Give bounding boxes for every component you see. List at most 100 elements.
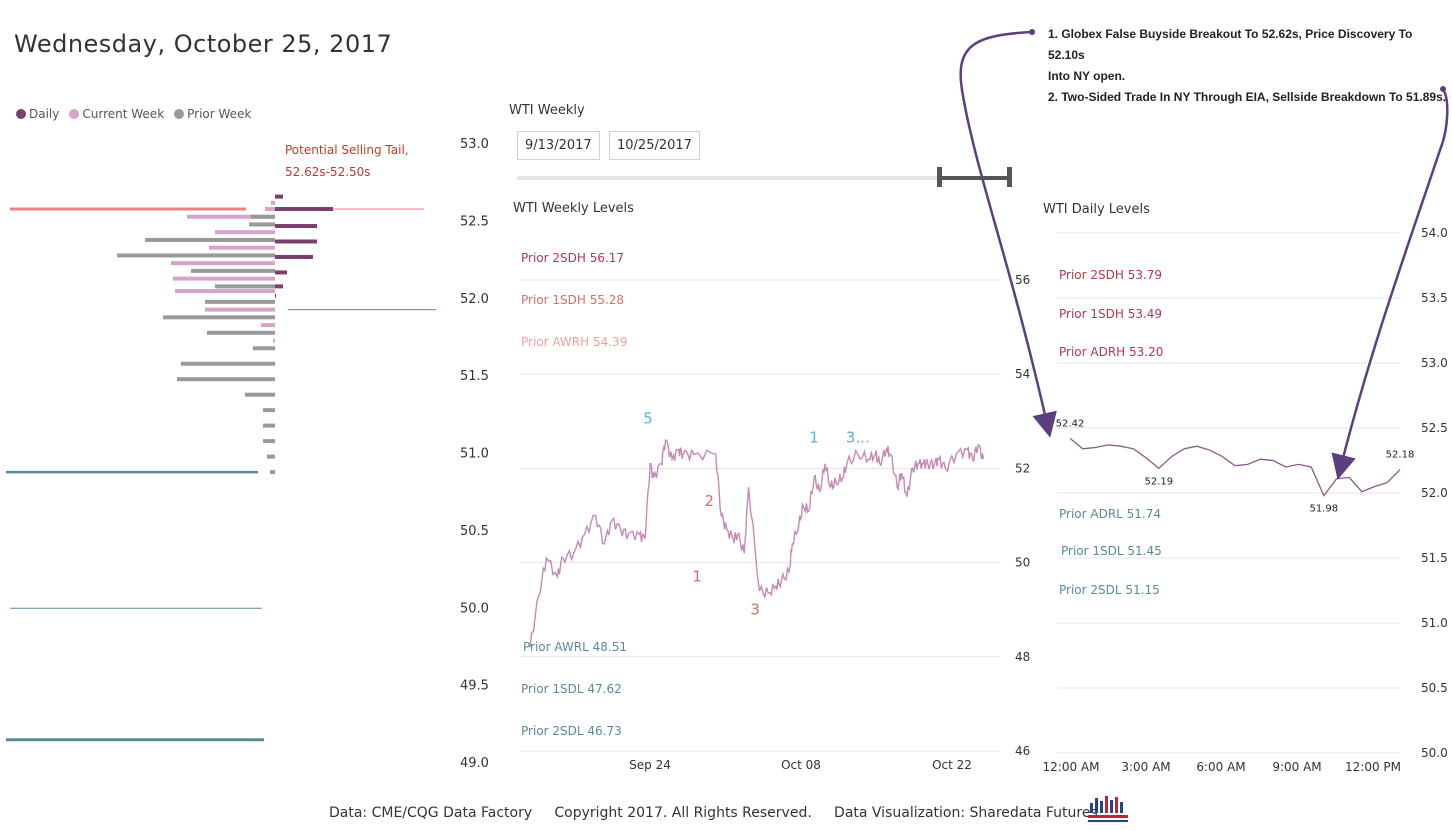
profile-bar-prior-week — [270, 470, 275, 475]
profile-bar-prior-week — [263, 439, 275, 444]
profile-bar-prior-week — [117, 253, 275, 258]
profile-bar-prior-week — [245, 392, 275, 397]
arrow-note-1-start — [1029, 29, 1035, 35]
weekly-levels-title: WTI Weekly Levels — [513, 201, 634, 216]
daily-y-tick: 51.5 — [1421, 551, 1448, 565]
profile-bar-current-week — [215, 230, 275, 235]
profile-bar-current-week — [265, 206, 275, 211]
profile-tick-label: 52.5 — [460, 214, 489, 229]
profile-bar-daily — [275, 224, 317, 229]
profile-bar-current-week — [187, 214, 275, 219]
legend-item-current-week[interactable]: Current Week — [69, 107, 164, 121]
profile-bar-prior-week — [215, 284, 275, 289]
daily-level-2sdl: Prior 2SDL 51.15 — [1059, 583, 1160, 597]
daily-y-tick: 52.5 — [1421, 421, 1448, 435]
date-slider-handle-end[interactable] — [1007, 167, 1012, 187]
legend-label-daily: Daily — [29, 107, 60, 121]
profile-bar-prior-week — [163, 315, 275, 320]
daily-level-2sdh: Prior 2SDH 53.79 — [1059, 268, 1163, 282]
weekly-price-line — [529, 439, 985, 648]
daily-point-label: 52.19 — [1145, 476, 1174, 487]
weekly-x-tick: Oct 08 — [781, 758, 821, 772]
daily-price-line — [1069, 437, 1401, 497]
legend: Daily Current Week Prior Week — [16, 107, 251, 121]
weekly-level-awrl: Prior AWRL 48.51 — [523, 640, 627, 654]
daily-level-adrh: Prior ADRH 53.20 — [1059, 345, 1164, 359]
date-slider-handle-start[interactable] — [937, 167, 942, 187]
selling-tail-line2: 52.62s-52.50s — [285, 165, 371, 179]
profile-bar-prior-week — [249, 222, 275, 227]
weekly-level-1sdh: Prior 1SDH 55.28 — [521, 293, 625, 307]
daily-point-label: 52.42 — [1056, 418, 1085, 429]
note-line-1: 1. Globex False Buyside Breakout To 52.6… — [1048, 27, 1413, 62]
wave-label: 5 — [643, 410, 653, 428]
sharedata-logo — [1088, 796, 1128, 822]
profile-bar-prior-week — [263, 408, 275, 413]
profile-tick-label: 53.0 — [460, 137, 489, 152]
weekly-y-tick: 50 — [1015, 556, 1030, 570]
weekly-level-1sdl: Prior 1SDL 47.62 — [521, 682, 622, 696]
page-title: Wednesday, October 25, 2017 — [14, 30, 393, 58]
profile-bar-current-week — [209, 245, 275, 250]
wave-label: 3... — [846, 428, 870, 446]
profile-bar-current-week — [175, 289, 275, 294]
daily-point-label: 51.98 — [1310, 504, 1339, 515]
legend-dot-daily — [16, 109, 26, 119]
arrow-note-2-start — [1440, 86, 1446, 92]
arrow-note-2 — [1331, 88, 1449, 480]
daily-x-tick: 3:00 AM — [1121, 760, 1170, 774]
selling-tail-line1: Potential Selling Tail, — [285, 143, 409, 157]
weekly-y-tick: 48 — [1015, 650, 1030, 664]
daily-level-1sdl: Prior 1SDL 51.45 — [1061, 544, 1162, 558]
weekly-y-tick: 56 — [1015, 273, 1030, 287]
profile-tick-label: 50.0 — [460, 601, 489, 616]
note-line-3: 2. Two-Sided Trade In NY Through EIA, Se… — [1048, 90, 1447, 104]
profile-bar-prior-week — [251, 214, 275, 219]
profile-bar-daily — [275, 284, 283, 289]
start-date-input[interactable]: 9/13/2017 — [517, 131, 600, 160]
weekly-level-2sdh: Prior 2SDH 56.17 — [521, 251, 625, 265]
legend-label-prior-week: Prior Week — [187, 107, 252, 121]
legend-dot-prior-week — [174, 109, 185, 119]
note-line-2: Into NY open. — [1048, 69, 1126, 83]
legend-item-prior-week[interactable]: Prior Week — [174, 107, 251, 121]
profile-tick-label: 52.0 — [460, 292, 489, 307]
profile-bar-daily — [275, 206, 333, 211]
daily-x-tick: 9:00 AM — [1272, 760, 1321, 774]
weekly-title: WTI Weekly — [509, 103, 585, 118]
daily-levels-title: WTI Daily Levels — [1043, 202, 1150, 217]
legend-label-current-week: Current Week — [82, 107, 165, 121]
decorations — [517, 29, 1449, 822]
daily-y-tick: 52.0 — [1421, 486, 1448, 500]
daily-x-tick: 6:00 AM — [1196, 760, 1245, 774]
profile-bar-current-week — [261, 323, 275, 328]
profile-bar-prior-week — [191, 268, 275, 273]
end-date-input[interactable]: 10/25/2017 — [609, 131, 700, 160]
profile-bar-prior-week — [267, 454, 275, 459]
arrow-note-1 — [959, 30, 1057, 438]
weekly-x-tick: Sep 24 — [629, 758, 671, 772]
daily-x-tick: 12:00 AM — [1043, 760, 1100, 774]
weekly-level-awrh: Prior AWRH 54.39 — [521, 335, 628, 349]
daily-y-tick: 51.0 — [1421, 616, 1448, 630]
profile-tick-label: 50.5 — [460, 524, 489, 539]
daily-point-label: 52.18 — [1386, 450, 1415, 461]
selling-tail-note: Potential Selling Tail, 52.62s-52.50s — [285, 139, 409, 183]
profile-tick-label: 49.0 — [460, 756, 489, 771]
commentary-notes: 1. Globex False Buyside Breakout To 52.6… — [1048, 24, 1448, 108]
profile-bar-current-week — [171, 261, 275, 266]
weekly-y-tick: 54 — [1015, 367, 1030, 381]
wave-label: 1 — [692, 567, 702, 585]
legend-item-daily[interactable]: Daily — [16, 107, 59, 121]
weekly-y-tick: 52 — [1015, 461, 1030, 475]
daily-y-tick: 53.0 — [1421, 356, 1448, 370]
profile-bar-prior-week — [253, 346, 275, 351]
weekly-y-tick: 46 — [1015, 744, 1030, 758]
profile-bar-current-week — [205, 307, 275, 312]
daily-y-tick: 50.0 — [1421, 746, 1448, 760]
profile-bar-daily — [275, 270, 287, 275]
wave-label: 3 — [750, 600, 760, 618]
profile-bar-prior-week — [263, 423, 275, 428]
daily-y-tick: 54.0 — [1421, 226, 1448, 240]
